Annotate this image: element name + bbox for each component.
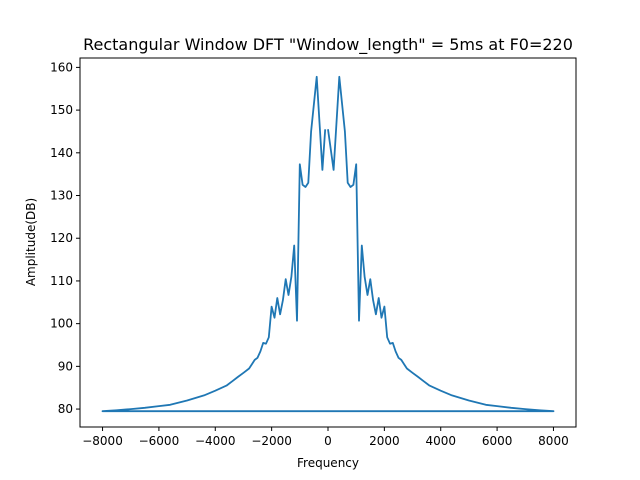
- y-axis-label: Amplitude(DB): [24, 198, 38, 286]
- chart-title: Rectangular Window DFT "Window_length" =…: [83, 35, 573, 55]
- x-tick-label: 8000: [538, 434, 569, 448]
- x-tick-label: 0: [324, 434, 332, 448]
- y-axis: 80 90 100 110 120 130 140 150 160: [50, 60, 80, 416]
- y-tick-label: 160: [50, 60, 73, 74]
- y-tick-label: 80: [58, 402, 73, 416]
- y-tick-label: 120: [50, 231, 73, 245]
- y-tick-label: 100: [50, 317, 73, 331]
- x-axis-label: Frequency: [297, 456, 359, 470]
- x-axis: −8000 −6000 −4000 −2000 0 2000 4000 6000 8000: [82, 427, 569, 448]
- x-tick-label: −8000: [82, 434, 123, 448]
- plot-area: [101, 75, 555, 413]
- y-tick-label: 90: [58, 359, 73, 373]
- x-tick-label: 2000: [369, 434, 400, 448]
- x-tick-label: 4000: [425, 434, 456, 448]
- x-tick-label: −4000: [195, 434, 236, 448]
- y-tick-label: 140: [50, 146, 73, 160]
- x-tick-label: −2000: [251, 434, 292, 448]
- series-line: [101, 75, 555, 413]
- y-tick-label: 130: [50, 189, 73, 203]
- x-tick-label: 6000: [482, 434, 513, 448]
- y-tick-label: 150: [50, 103, 73, 117]
- y-tick-label: 110: [50, 274, 73, 288]
- x-tick-label: −6000: [139, 434, 180, 448]
- plot-frame: [79, 57, 577, 428]
